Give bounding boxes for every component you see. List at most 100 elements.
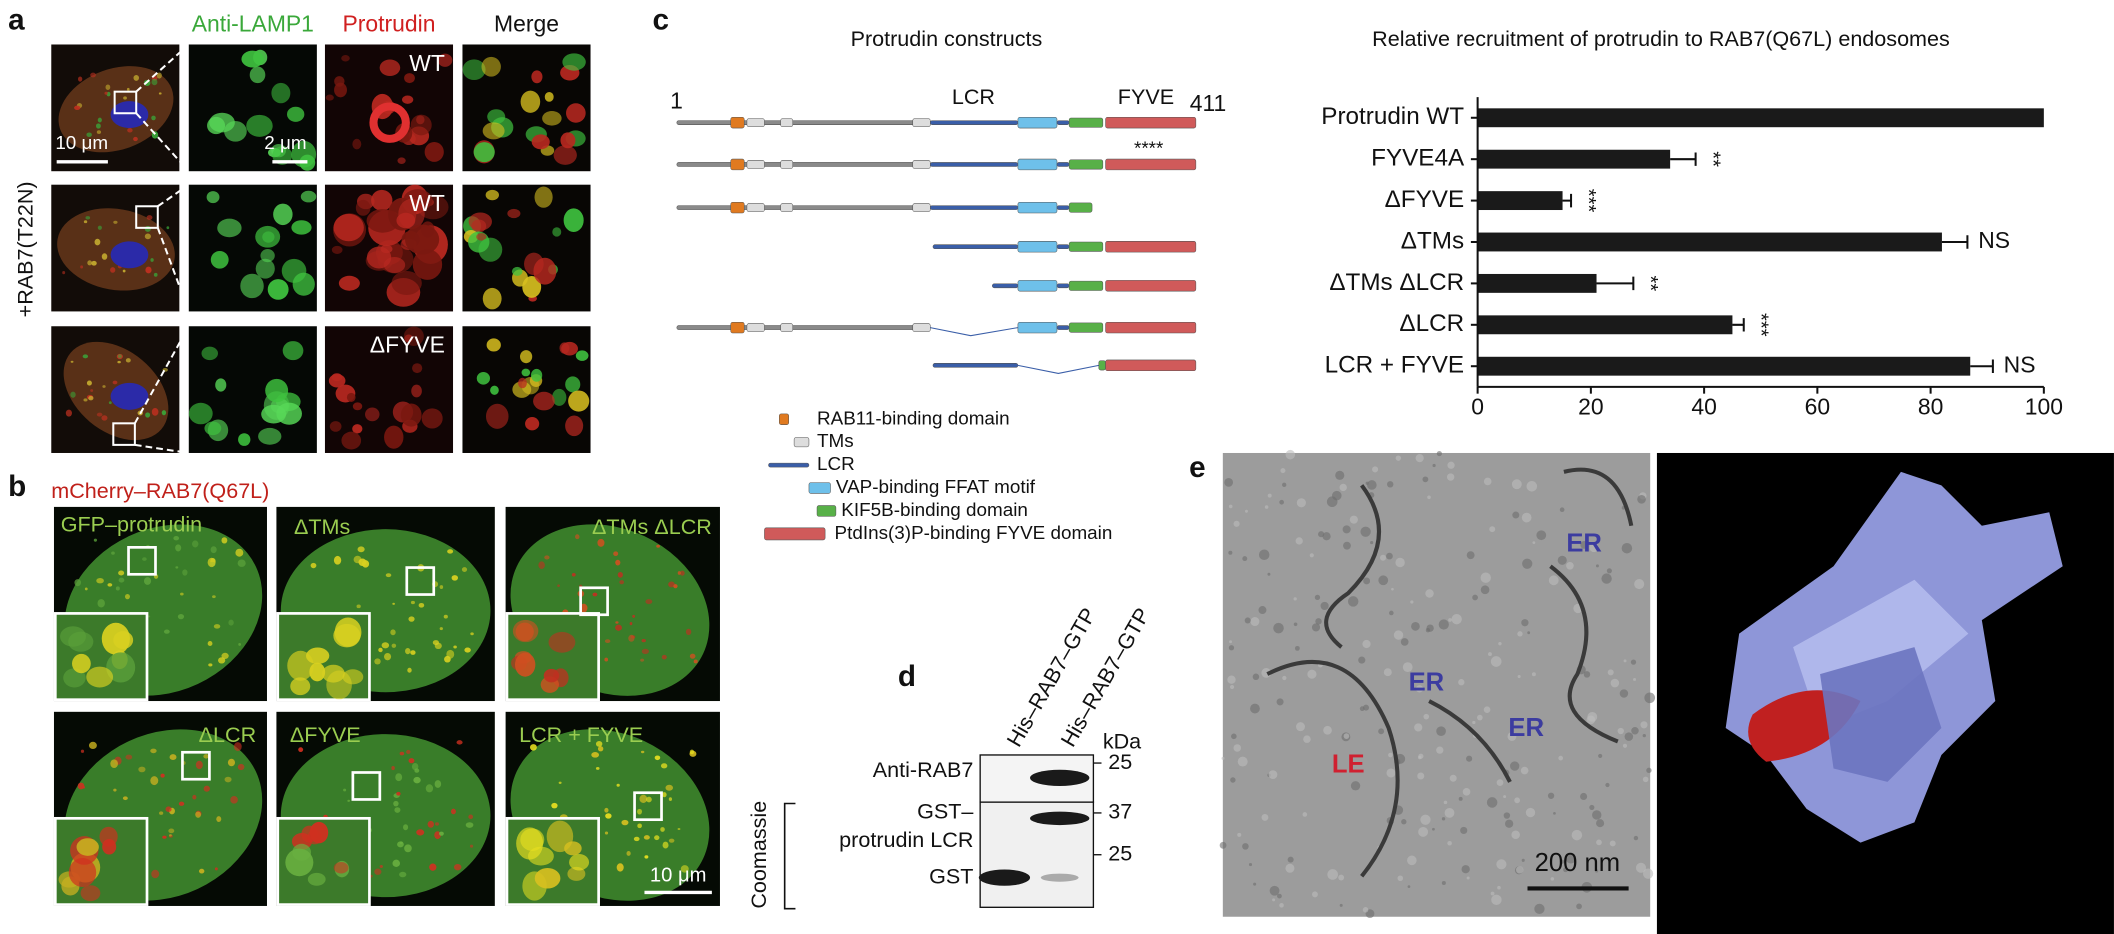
em-grain	[1267, 493, 1272, 498]
micrograph-spot	[412, 249, 443, 280]
em-grain	[1264, 505, 1269, 509]
zoom-box	[579, 586, 609, 617]
x-tick-label: 20	[1578, 394, 1603, 420]
legend-swatch	[764, 527, 826, 541]
em-grain	[1237, 756, 1248, 767]
micrograph-spot	[464, 647, 471, 653]
em-grain	[1432, 827, 1435, 831]
lcr	[1056, 205, 1070, 210]
em-grain	[1303, 735, 1311, 743]
micrograph-spot	[101, 622, 130, 655]
em-grain	[1363, 704, 1370, 711]
ring	[369, 102, 410, 143]
em-grain	[1503, 812, 1511, 819]
micrograph-spot	[271, 82, 291, 104]
micrograph-spot	[88, 395, 94, 401]
panel-label: d	[898, 660, 916, 693]
micrograph-spot	[640, 658, 645, 662]
em-grain	[1642, 868, 1654, 879]
micrograph-spot	[81, 786, 86, 789]
micrograph-spot	[405, 224, 440, 255]
micrograph-spot	[381, 642, 390, 649]
em-grain	[1287, 856, 1294, 863]
micrograph-spot	[246, 114, 273, 137]
em-grain	[1250, 617, 1260, 627]
micrograph-spot	[643, 835, 650, 840]
micrograph-spot	[533, 391, 555, 411]
em-grain	[1580, 792, 1588, 800]
micrograph-spot	[591, 752, 600, 758]
linker	[676, 162, 931, 167]
micrograph-spot	[241, 50, 264, 68]
ffat-motif	[1017, 117, 1058, 129]
micrograph-spot	[292, 272, 315, 296]
x-tick-label: 60	[1805, 394, 1830, 420]
micrograph-spot	[401, 95, 414, 104]
micrograph-spot	[150, 776, 159, 786]
row-label: protrudin LCR	[839, 827, 973, 852]
legend-swatch	[816, 505, 837, 517]
category-label: ΔFYVE	[1385, 186, 1465, 213]
error-bar	[1670, 152, 1697, 166]
micrograph-spot	[210, 250, 229, 269]
em-grain	[1393, 630, 1404, 640]
panel-title: mCherry–RAB7(Q67L)	[51, 478, 269, 503]
micrograph-spot	[379, 864, 383, 869]
micrograph-spot	[595, 741, 603, 747]
micrograph-spot	[361, 560, 370, 568]
em-grain	[1640, 721, 1648, 729]
em-grain	[1480, 585, 1490, 595]
micrograph-spot	[481, 56, 501, 77]
em-grain	[1349, 515, 1358, 524]
image-label: ΔTMs ΔLCR	[592, 514, 712, 539]
column-header: Protrudin	[343, 11, 436, 37]
em-grain	[1490, 891, 1495, 896]
bracket	[783, 802, 796, 910]
micrograph-spot	[617, 571, 623, 578]
micrograph-spot	[160, 773, 165, 778]
micrograph-spot	[640, 750, 645, 754]
micrograph-spot	[118, 577, 125, 583]
micrograph-spot	[520, 828, 545, 851]
micrograph-spot	[163, 629, 170, 634]
micrograph-spot	[96, 412, 103, 417]
micrograph-spot	[404, 73, 415, 84]
em-grain	[1315, 618, 1322, 625]
em-grain	[1383, 668, 1392, 677]
micrograph-spot	[70, 391, 76, 398]
em-grain	[1391, 587, 1394, 591]
zoom-box	[351, 771, 382, 801]
micrograph-spot	[379, 59, 401, 77]
em-grain	[1621, 542, 1633, 554]
micrograph-spot	[144, 233, 151, 240]
micrograph-spot	[62, 271, 66, 275]
em-grain	[1417, 755, 1422, 760]
em-grain	[1644, 692, 1656, 704]
micrograph-spot	[385, 573, 392, 578]
tm-domain	[912, 118, 931, 127]
micrograph-spot	[392, 859, 400, 868]
em-grain	[1461, 865, 1470, 874]
em-grain	[1389, 610, 1394, 616]
em-grain	[1443, 800, 1448, 805]
em-grain	[1307, 669, 1317, 679]
micrograph-spot	[476, 233, 487, 241]
micrograph-spot	[338, 275, 360, 291]
legend-swatch	[779, 413, 789, 425]
zoom-box	[135, 205, 159, 229]
em-grain	[1634, 578, 1645, 590]
em-grain	[1441, 881, 1446, 886]
micrograph-spot	[133, 136, 138, 142]
panel-label: c	[653, 3, 670, 36]
micrograph-spot	[151, 407, 159, 416]
region-label: FYVE	[1118, 84, 1174, 109]
significance: ***	[1750, 313, 1772, 337]
micrograph-spot	[453, 645, 457, 649]
em-grain	[1486, 797, 1498, 808]
em-grain	[1387, 481, 1394, 488]
em-grain	[1596, 819, 1605, 828]
scale-bar-label: 2 μm	[264, 132, 306, 153]
category-label: ΔLCR	[1399, 310, 1464, 337]
micrograph-spot	[520, 350, 533, 364]
micrograph-spot	[210, 546, 217, 554]
